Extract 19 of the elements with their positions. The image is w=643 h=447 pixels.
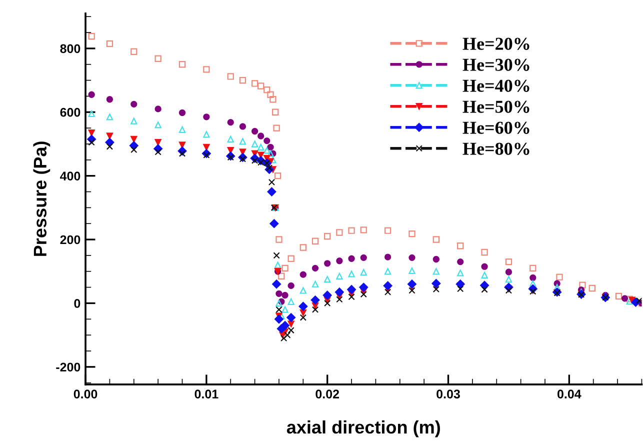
legend-label: He=60% [462, 122, 530, 134]
x-axis-title: axial direction (m) [286, 420, 440, 438]
legend-label: He=80% [462, 142, 530, 155]
x-tick-label: 0.03 [436, 390, 460, 398]
y-tick-label: 800 [60, 44, 80, 54]
y-tick-label: 400 [60, 172, 80, 180]
x-tick-label: 0.02 [316, 390, 340, 398]
x-tick-label: 0.00 [74, 390, 98, 398]
legend-label: He=30% [462, 58, 530, 71]
y-tick-label: 200 [60, 235, 80, 244]
legend-label: He=50% [462, 100, 530, 113]
legend-label: He=40% [462, 80, 530, 92]
y-tick-label: 600 [60, 108, 80, 117]
y-axis-title: Pressure (Pa) [33, 142, 50, 256]
y-tick-label: -200 [56, 362, 80, 372]
legend-label: He=20% [462, 38, 530, 50]
x-tick-label: 0.04 [558, 390, 582, 398]
y-tick-label: 0 [74, 299, 80, 308]
x-tick-label: 0.01 [194, 390, 218, 398]
